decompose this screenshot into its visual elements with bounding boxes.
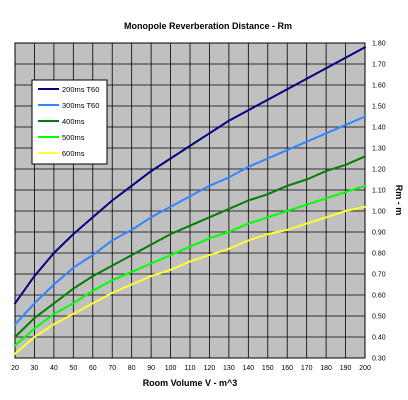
legend-label: 200ms T60 xyxy=(62,85,99,94)
y-tick-labels: 0.30 0.40 0.50 0.60 0.70 0.80 0.90 1.00 1.10 1.20… xyxy=(372,41,386,363)
series-line xyxy=(14,46,366,305)
y-tick-label: 1.00 xyxy=(372,209,386,216)
y-tick-label: 1.10 xyxy=(372,188,386,195)
x-tick-label: 90 xyxy=(147,365,155,372)
legend-label: 500ms xyxy=(62,133,85,142)
y-tick-label: 0.50 xyxy=(372,314,386,321)
y-tick-label: 0.90 xyxy=(372,230,386,237)
legend-label: 400ms xyxy=(62,117,85,126)
x-tick-label: 70 xyxy=(108,365,116,372)
series-line xyxy=(14,205,366,355)
x-tick-label: 200 xyxy=(359,365,371,372)
x-tick-label: 170 xyxy=(301,365,313,372)
x-tick-label: 120 xyxy=(204,365,216,372)
y-tick-label: 1.20 xyxy=(372,167,386,174)
series-lines xyxy=(14,46,366,355)
x-tick-label: 100 xyxy=(165,365,177,372)
x-tick-label: 20 xyxy=(11,365,19,372)
y-tick-label: 1.70 xyxy=(372,62,386,69)
y-tick-label: 1.30 xyxy=(372,146,386,153)
y-tick-label: 0.70 xyxy=(372,272,386,279)
y-tick-label: 0.30 xyxy=(372,356,386,363)
grid-lines xyxy=(15,43,365,358)
series-line xyxy=(14,115,366,326)
x-tick-label: 80 xyxy=(128,365,136,372)
x-axis-label: Room Volume V - m^3 xyxy=(143,378,238,388)
y-tick-label: 1.50 xyxy=(372,104,386,111)
x-tick-label: 40 xyxy=(50,365,58,372)
series-line xyxy=(14,184,366,347)
series-line xyxy=(14,155,366,338)
x-tick-label: 50 xyxy=(69,365,77,372)
x-tick-label: 60 xyxy=(89,365,97,372)
x-tick-label: 190 xyxy=(340,365,352,372)
chart-title: Monopole Reverberation Distance - Rm xyxy=(124,21,292,31)
y-tick-label: 1.80 xyxy=(372,41,386,48)
y-tick-label: 0.60 xyxy=(372,293,386,300)
x-tick-label: 140 xyxy=(242,365,254,372)
y-axis-label: Rm - m xyxy=(394,185,404,216)
x-tick-label: 130 xyxy=(223,365,235,372)
y-tick-label: 1.40 xyxy=(372,125,386,132)
x-tick-labels: 20 30 40 50 60 70 80 90 100 110 120 130 140 150 160 170… xyxy=(11,365,371,372)
legend: 200ms T60 300ms T60 400ms 500ms 600ms xyxy=(31,79,108,165)
x-tick-label: 160 xyxy=(281,365,293,372)
x-tick-label: 110 xyxy=(184,365,195,372)
y-tick-label: 0.40 xyxy=(372,335,386,342)
y-tick-label: 0.80 xyxy=(372,251,386,258)
legend-label: 300ms T60 xyxy=(62,101,99,110)
x-tick-label: 150 xyxy=(262,365,274,372)
y-tick-label: 1.60 xyxy=(372,83,386,90)
x-tick-label: 30 xyxy=(31,365,39,372)
legend-label: 600ms xyxy=(62,149,85,158)
x-tick-label: 180 xyxy=(320,365,332,372)
